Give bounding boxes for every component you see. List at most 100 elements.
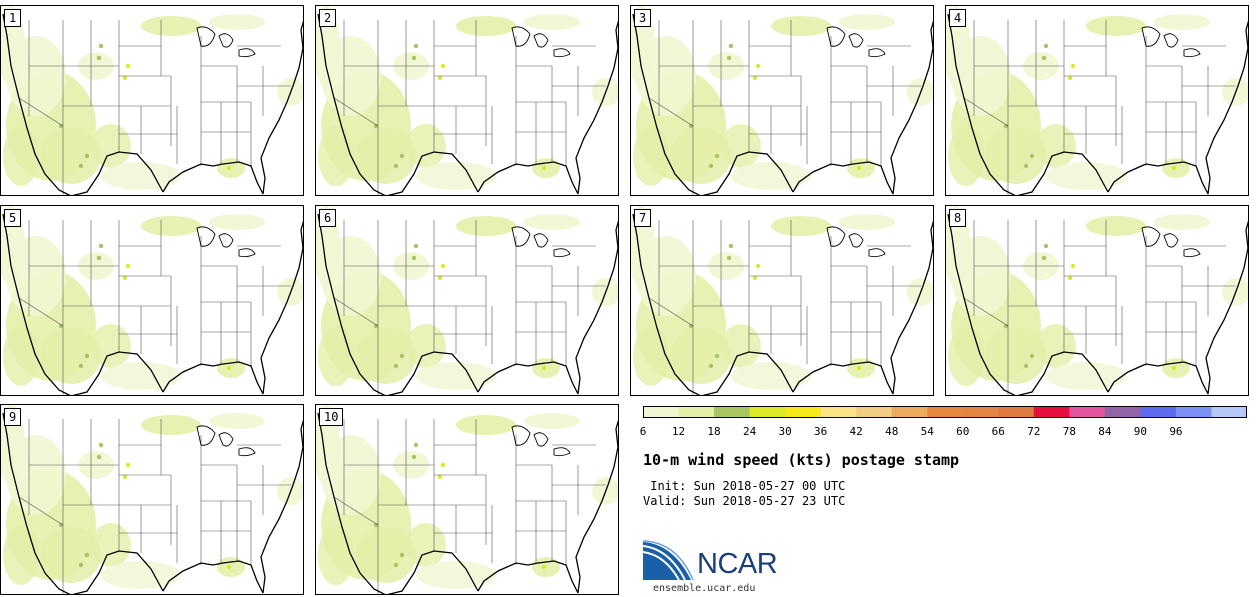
map-svg — [1, 405, 303, 594]
wind-speed-cell — [856, 165, 862, 171]
wind-speed-shading — [1222, 278, 1248, 306]
coastline — [317, 213, 618, 395]
wind-speed-shading — [91, 523, 131, 567]
wind-speed-shading — [771, 16, 831, 36]
colorbar-segment — [749, 406, 786, 418]
wind-speed-shading — [41, 328, 101, 384]
wind-speed-shading — [416, 561, 496, 589]
wind-speed-cell — [125, 263, 131, 269]
colorbar-segment — [891, 406, 928, 418]
wind-speed-shading — [671, 328, 731, 384]
wind-speed-shading — [356, 328, 416, 384]
wind-speed-cell — [1029, 153, 1035, 159]
colorbar-segment — [1140, 406, 1177, 418]
great-lakes — [196, 425, 256, 457]
panel-number: 2 — [319, 9, 337, 27]
wind-speed-shading — [1046, 362, 1126, 390]
state-boundary — [333, 97, 379, 127]
wind-speed-cell — [856, 365, 862, 371]
wind-speed-cell — [98, 43, 104, 49]
wind-speed-cell — [541, 365, 547, 371]
wind-speed-cell — [1043, 43, 1049, 49]
wind-speed-cell — [399, 353, 405, 359]
colorbar-tick-label: 96 — [1169, 425, 1183, 438]
state-boundary — [18, 496, 64, 526]
wind-speed-cell — [1067, 275, 1073, 281]
wind-speed-cell — [728, 43, 734, 49]
wind-speed-shading — [356, 128, 416, 184]
great-lakes — [196, 226, 256, 258]
wind-speed-cell — [58, 123, 64, 129]
colorbar-segment — [962, 406, 999, 418]
wind-speed-cell — [411, 55, 417, 61]
wind-speed-cell — [1003, 323, 1009, 329]
wind-speed-cell — [411, 255, 417, 261]
colorbar — [643, 406, 1247, 418]
wind-speed-cell — [98, 243, 104, 249]
wind-speed-shading — [277, 477, 303, 505]
wind-speed-cell — [122, 474, 128, 480]
wind-speed-cell — [440, 63, 446, 69]
wind-speed-shading — [141, 415, 201, 435]
wind-speed-shading — [101, 162, 181, 190]
colorbar-tick-label: 18 — [707, 425, 721, 438]
wind-speed-shading — [907, 278, 933, 306]
wind-speed-shading — [456, 415, 516, 435]
state-boundary — [333, 297, 379, 327]
wind-speed-cell — [393, 163, 399, 169]
wind-speed-shading — [731, 362, 811, 390]
wind-speed-cell — [413, 442, 419, 448]
wind-speed-shading — [721, 324, 761, 368]
wind-speed-shading — [277, 278, 303, 306]
coastline — [947, 213, 1248, 395]
wind-speed-cell — [688, 323, 694, 329]
panel-number: 8 — [949, 209, 967, 227]
wind-speed-cell — [1023, 363, 1029, 369]
wind-speed-cell — [84, 552, 90, 558]
colorbar-segment — [1211, 406, 1247, 418]
panel-number: 10 — [319, 408, 344, 426]
wind-speed-cell — [58, 522, 64, 528]
great-lakes — [826, 26, 886, 58]
wind-speed-cell — [726, 255, 732, 261]
wind-speed-shading — [3, 126, 39, 186]
colorbar-segment — [1069, 406, 1106, 418]
colorbar-segment — [1175, 406, 1212, 418]
wind-speed-shading — [1086, 216, 1146, 236]
wind-speed-cell — [1070, 263, 1076, 269]
wind-speed-shading — [456, 216, 516, 236]
colorbar-tick-label: 12 — [671, 425, 686, 438]
state-boundary — [963, 97, 1009, 127]
wind-speed-shading — [41, 128, 101, 184]
wind-speed-cell — [437, 275, 443, 281]
init-time: Init: Sun 2018-05-27 00 UTC — [643, 479, 846, 493]
great-lakes — [511, 26, 571, 58]
great-lakes — [826, 226, 886, 258]
wind-speed-shading — [91, 324, 131, 368]
map-svg — [316, 405, 618, 594]
wind-speed-cell — [541, 564, 547, 570]
colorbar-tick-label: 48 — [885, 425, 899, 438]
wind-speed-shading — [416, 162, 496, 190]
map-panel-6: 6 — [315, 205, 619, 396]
wind-speed-cell — [708, 163, 714, 169]
wind-speed-shading — [3, 326, 39, 386]
state-boundary — [648, 297, 694, 327]
state-boundary — [333, 496, 379, 526]
wind-speed-shading — [209, 214, 265, 230]
wind-speed-cell — [752, 275, 758, 281]
wind-speed-shading — [592, 278, 618, 306]
wind-speed-cell — [373, 323, 379, 329]
wind-speed-cell — [1067, 75, 1073, 81]
wind-speed-cell — [1041, 255, 1047, 261]
wind-speed-shading — [1036, 124, 1076, 168]
colorbar-segment — [714, 406, 751, 418]
map-panel-3: 3 — [630, 5, 934, 196]
great-lakes — [511, 425, 571, 457]
wind-speed-cell — [373, 522, 379, 528]
colorbar-segment — [678, 406, 715, 418]
wind-speed-cell — [399, 552, 405, 558]
wind-speed-cell — [1003, 123, 1009, 129]
wind-speed-cell — [78, 163, 84, 169]
colorbar-tick-label: 90 — [1133, 425, 1148, 438]
